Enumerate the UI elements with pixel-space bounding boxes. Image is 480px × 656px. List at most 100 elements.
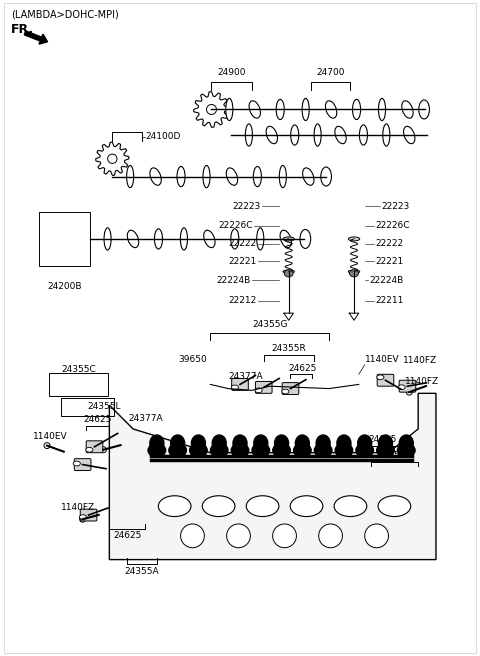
Ellipse shape <box>266 127 277 144</box>
Text: 24100D: 24100D <box>145 133 180 141</box>
Circle shape <box>44 443 50 449</box>
Ellipse shape <box>226 98 233 121</box>
FancyBboxPatch shape <box>232 379 248 390</box>
Ellipse shape <box>158 496 191 516</box>
Text: 24700: 24700 <box>316 68 345 77</box>
Ellipse shape <box>226 168 238 185</box>
Circle shape <box>273 524 297 548</box>
Circle shape <box>227 524 251 548</box>
Ellipse shape <box>73 461 80 466</box>
Bar <box>60 398 114 416</box>
Text: 24355A: 24355A <box>125 567 159 576</box>
Ellipse shape <box>419 100 430 119</box>
FancyBboxPatch shape <box>255 381 272 394</box>
Bar <box>49 373 108 396</box>
Ellipse shape <box>378 98 385 121</box>
Ellipse shape <box>284 270 293 277</box>
FancyBboxPatch shape <box>80 509 97 521</box>
Circle shape <box>206 104 216 114</box>
Ellipse shape <box>230 443 250 458</box>
Circle shape <box>80 516 85 522</box>
Ellipse shape <box>300 230 311 249</box>
Circle shape <box>180 524 204 548</box>
Text: 1140FZ: 1140FZ <box>60 503 95 512</box>
Text: 24355L: 24355L <box>87 402 121 411</box>
Text: 1140FZ: 1140FZ <box>403 356 437 365</box>
Ellipse shape <box>274 434 289 452</box>
Text: 24625: 24625 <box>84 415 112 424</box>
Text: 24355B: 24355B <box>377 451 412 460</box>
Text: 24355R: 24355R <box>271 344 306 353</box>
Ellipse shape <box>335 127 346 144</box>
Text: 22224B: 22224B <box>216 276 251 285</box>
Ellipse shape <box>147 443 167 458</box>
Ellipse shape <box>378 496 411 516</box>
Ellipse shape <box>177 167 185 187</box>
Ellipse shape <box>257 228 264 250</box>
Ellipse shape <box>149 434 165 452</box>
Ellipse shape <box>302 168 314 185</box>
Text: 24377A: 24377A <box>228 373 263 381</box>
Text: 1140FZ: 1140FZ <box>405 377 439 386</box>
Text: 24355C: 24355C <box>61 365 96 375</box>
Ellipse shape <box>246 496 279 516</box>
Ellipse shape <box>180 228 188 250</box>
Ellipse shape <box>295 434 310 452</box>
Text: 22226C: 22226C <box>218 221 253 230</box>
Ellipse shape <box>355 443 374 458</box>
Ellipse shape <box>231 229 239 249</box>
Ellipse shape <box>383 124 390 146</box>
Circle shape <box>108 154 117 163</box>
Ellipse shape <box>280 230 291 247</box>
Ellipse shape <box>232 434 248 452</box>
Text: 1140EV: 1140EV <box>365 355 399 363</box>
Ellipse shape <box>282 389 289 394</box>
Ellipse shape <box>155 229 163 249</box>
FancyBboxPatch shape <box>399 380 416 392</box>
Circle shape <box>365 524 388 548</box>
Polygon shape <box>194 92 229 127</box>
Ellipse shape <box>212 434 227 452</box>
Bar <box>39 212 90 266</box>
Circle shape <box>406 389 412 395</box>
Text: 22223: 22223 <box>232 202 261 211</box>
Ellipse shape <box>321 167 332 186</box>
Ellipse shape <box>168 443 187 458</box>
Ellipse shape <box>398 385 405 390</box>
Text: 22212: 22212 <box>228 296 257 305</box>
Ellipse shape <box>170 434 185 452</box>
Ellipse shape <box>349 270 359 277</box>
Text: 24900: 24900 <box>217 68 246 77</box>
Ellipse shape <box>336 434 352 452</box>
Ellipse shape <box>378 434 393 452</box>
Text: 22222: 22222 <box>228 239 257 248</box>
FancyBboxPatch shape <box>74 459 91 470</box>
Text: 1140EV: 1140EV <box>33 432 68 441</box>
Ellipse shape <box>279 165 287 188</box>
Text: 24200B: 24200B <box>47 281 82 291</box>
Ellipse shape <box>255 388 262 393</box>
Ellipse shape <box>202 496 235 516</box>
Ellipse shape <box>397 443 416 458</box>
Ellipse shape <box>253 434 268 452</box>
Ellipse shape <box>252 443 270 458</box>
Ellipse shape <box>203 165 210 188</box>
Ellipse shape <box>276 99 284 119</box>
Ellipse shape <box>104 228 111 250</box>
Text: 24625: 24625 <box>368 435 396 444</box>
Ellipse shape <box>313 443 333 458</box>
Ellipse shape <box>283 237 294 241</box>
Ellipse shape <box>191 434 206 452</box>
Ellipse shape <box>127 165 133 188</box>
Text: 22221: 22221 <box>375 257 404 266</box>
Ellipse shape <box>127 230 139 247</box>
Ellipse shape <box>204 230 215 247</box>
Polygon shape <box>109 394 436 560</box>
Ellipse shape <box>283 270 294 273</box>
Ellipse shape <box>376 443 395 458</box>
Ellipse shape <box>398 434 414 452</box>
Text: 22221: 22221 <box>228 257 257 266</box>
Text: 22226C: 22226C <box>375 221 410 230</box>
FancyBboxPatch shape <box>282 382 299 394</box>
Text: 22223: 22223 <box>381 202 409 211</box>
